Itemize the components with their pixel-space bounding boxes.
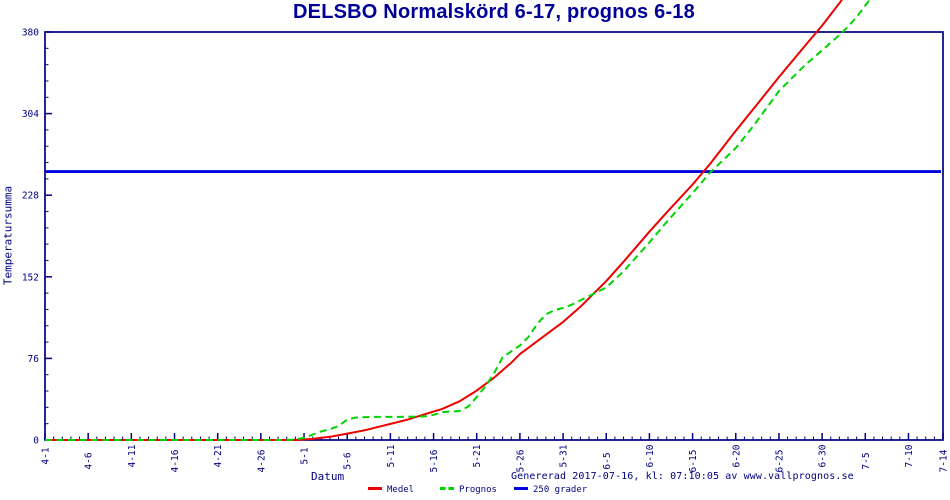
legend-swatch: [440, 487, 454, 490]
x-tick-label: 5-1: [300, 447, 311, 464]
generated-timestamp: Genererad 2017-07-16, kl: 07:10:05 av ww…: [511, 471, 854, 482]
legend-label: Prognos: [459, 485, 497, 495]
x-tick-label: 6-5: [602, 452, 613, 469]
x-tick-label: 6-30: [818, 444, 829, 467]
x-tick-label: 6-10: [645, 444, 656, 467]
legend-item-prognos: Prognos: [440, 485, 497, 497]
y-axis-label: Temperatursumma: [1, 185, 15, 286]
legend-label: 250 grader: [533, 485, 588, 495]
legend-swatch: [368, 487, 382, 490]
x-tick-label: 5-31: [559, 444, 570, 467]
x-tick-label: 5-11: [386, 444, 397, 467]
x-tick-label: 7-14: [939, 449, 950, 472]
x-tick-label: 4-11: [127, 444, 138, 467]
y-tick-label: 76: [28, 354, 40, 365]
y-tick-label: 304: [22, 109, 39, 120]
legend-item-medel: Medel: [368, 485, 414, 497]
y-tick-label: 228: [22, 191, 39, 202]
x-tick-label: 6-20: [731, 444, 742, 467]
legend-item-250-grader: 250 grader: [514, 485, 587, 497]
y-tick-label: 152: [22, 272, 39, 283]
x-tick-label: 7-10: [904, 444, 915, 467]
x-tick-label: 4-16: [170, 449, 181, 472]
y-tick-label: 0: [33, 436, 39, 447]
legend-swatch: [514, 487, 528, 490]
x-tick-label: 5-21: [472, 444, 483, 467]
series-medel: [45, 0, 843, 441]
series-prognos: [45, 0, 871, 441]
x-tick-label: 5-16: [429, 449, 440, 472]
y-tick-label: 380: [22, 28, 39, 39]
x-tick-label: 4-21: [213, 444, 224, 467]
legend-label: Medel: [387, 485, 415, 495]
x-tick-label: 4-1: [41, 447, 52, 464]
x-axis-label: Datum: [311, 470, 345, 483]
x-tick-label: 4-26: [256, 449, 267, 472]
x-tick-label: 6-25: [774, 450, 785, 473]
chart-title: DELSBO Normalskörd 6-17, prognos 6-18: [293, 1, 695, 23]
x-tick-label: 4-6: [84, 452, 95, 469]
x-tick-label: 7-5: [861, 452, 872, 469]
x-tick-label: 5-6: [343, 452, 354, 469]
x-tick-label: 5-26: [515, 449, 526, 472]
x-tick-label: 6-15: [688, 450, 699, 473]
